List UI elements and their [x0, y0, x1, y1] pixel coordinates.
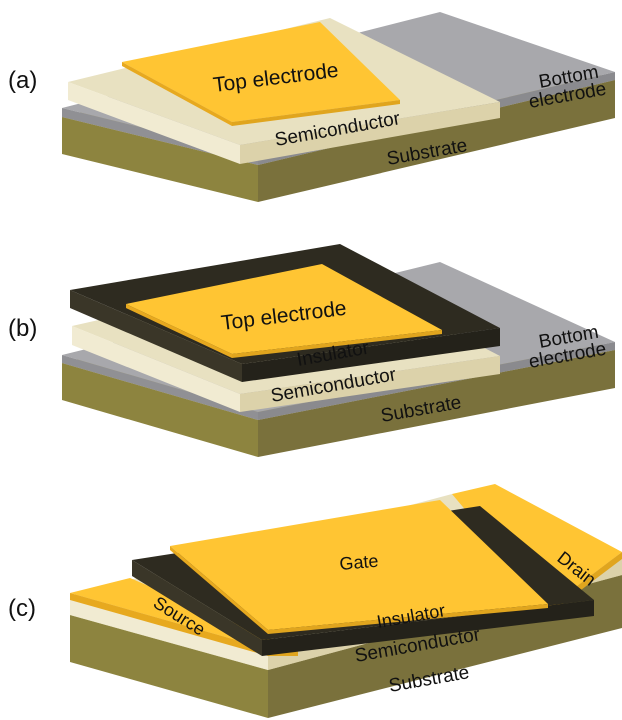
panel-b: (b) Top electrode Insulator Bottom elect…: [8, 244, 615, 457]
insulator-right-c: [262, 600, 594, 656]
top-electrode-top-a: [122, 22, 400, 122]
semiconductor-front-a: [68, 82, 240, 164]
semiconductor-front-b: [72, 326, 240, 412]
drain-electrode-top-c: [452, 484, 622, 608]
substrate-right-a: [258, 80, 615, 202]
panel-label-a: (a): [8, 67, 37, 94]
source-electrode-front-c: [70, 593, 268, 656]
bottom-electrode-front-b: [62, 355, 258, 420]
panel-a: (a) Top electrode Bottom electrode Semic…: [8, 12, 615, 202]
top-electrode-front-a: [122, 62, 232, 126]
substrate-front-a: [62, 117, 258, 202]
top-electrode-right-a: [232, 100, 400, 126]
panel-label-b: (b): [8, 315, 37, 342]
gate-electrode-front-c: [170, 546, 268, 634]
gate-electrode-right-c: [268, 604, 548, 634]
insulator-front-b: [70, 290, 242, 382]
semiconductor-front-c: [70, 596, 268, 670]
gate-label-c: Gate: [339, 551, 380, 574]
gate-electrode-top-c: [170, 500, 548, 630]
top-electrode-front-b: [126, 304, 232, 358]
insulator-right-b: [242, 328, 500, 382]
substrate-right-b: [258, 350, 615, 457]
panel-c: (c) Gate Drain Source Insulator Semicond…: [8, 484, 622, 718]
semiconductor-right-a: [240, 102, 500, 164]
top-electrode-right-b: [232, 330, 442, 358]
panel-label-c: (c): [8, 595, 36, 622]
semiconductor-right-b: [240, 356, 500, 412]
insulator-front-c: [132, 560, 262, 656]
substrate-front-c: [70, 615, 268, 718]
substrate-front-b: [62, 363, 258, 457]
top-electrode-top-b: [126, 264, 442, 354]
